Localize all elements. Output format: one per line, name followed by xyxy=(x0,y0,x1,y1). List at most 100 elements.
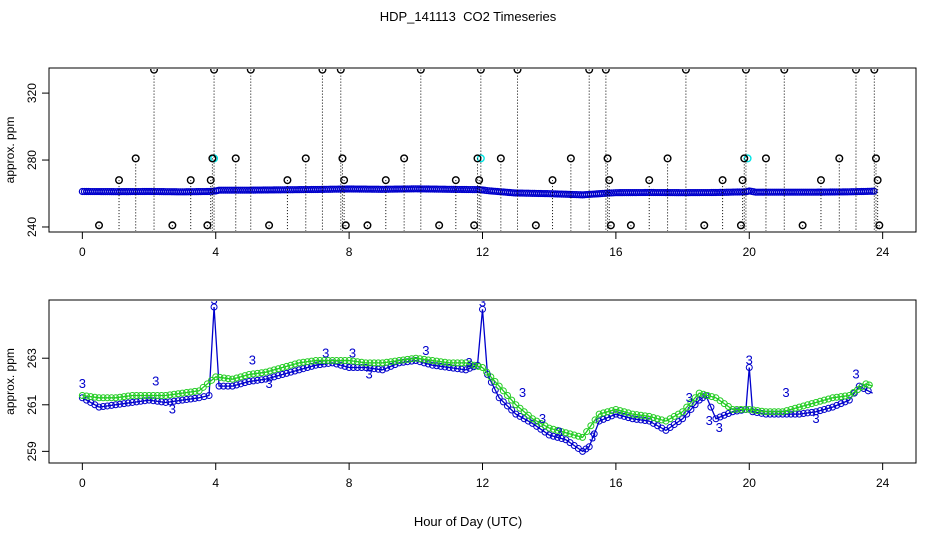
bottom-marker-label: 3 xyxy=(852,367,859,382)
bottom-point-blue xyxy=(270,373,278,381)
bottom-point-green xyxy=(554,426,562,434)
bottom-point-green xyxy=(704,391,712,399)
bottom-point-blue xyxy=(378,366,386,374)
top-point-reference_spikes xyxy=(816,176,825,185)
bottom-marker-label: 3 xyxy=(466,355,473,370)
bottom-point-blue xyxy=(128,398,136,406)
bottom-point-green xyxy=(737,405,745,413)
bottom-point-green xyxy=(349,357,357,365)
bottom-point-green xyxy=(441,358,449,366)
top-x-tick-label: 20 xyxy=(743,245,757,259)
top-point-reference_spikes xyxy=(871,154,880,163)
bottom-point-green xyxy=(512,401,520,409)
top-point-reference_spikes xyxy=(741,69,750,74)
top-y-axis-title: approx. ppm xyxy=(3,117,17,184)
bottom-point-green xyxy=(266,367,274,375)
bottom-point-blue xyxy=(141,397,149,405)
bottom-point-green xyxy=(308,357,316,365)
top-point-reference_spikes xyxy=(168,221,177,230)
top-point-reference_spikes xyxy=(606,221,615,230)
bottom-point-green xyxy=(741,405,749,413)
bottom-point-blue xyxy=(620,412,628,420)
bottom-point-green xyxy=(195,387,203,395)
x-axis-title: Hour of Day (UTC) xyxy=(413,514,523,529)
bottom-point-blue xyxy=(308,362,316,370)
bottom-x-tick-label: 24 xyxy=(876,476,890,490)
bottom-point-green xyxy=(216,373,224,381)
bottom-point-blue xyxy=(558,435,566,443)
bottom-point-green xyxy=(353,358,361,366)
top-point-reference_spikes xyxy=(605,176,614,185)
bottom-point-green xyxy=(437,358,445,366)
bottom-point-green xyxy=(137,391,145,399)
bottom-point-green xyxy=(520,408,528,416)
bottom-point-blue xyxy=(233,381,241,389)
bottom-point-green xyxy=(120,393,128,401)
bottom-point-green xyxy=(687,398,695,406)
bottom-point-blue xyxy=(215,382,223,390)
top-point-reference_spikes xyxy=(626,221,635,230)
bottom-point-blue xyxy=(549,432,557,440)
bottom-point-blue xyxy=(837,400,845,408)
bottom-point-green xyxy=(345,357,353,365)
top-point-reference_spikes xyxy=(851,69,860,74)
bottom-point-blue xyxy=(487,378,495,386)
top-point-reference_spikes xyxy=(206,176,215,185)
bottom-point-green xyxy=(495,382,503,390)
bottom-marker-label: 3 xyxy=(265,376,272,391)
bottom-point-blue xyxy=(612,410,620,418)
bottom-point-green xyxy=(312,357,320,365)
bottom-point-blue xyxy=(707,403,715,411)
bottom-point-blue xyxy=(191,394,199,402)
bottom-point-blue xyxy=(812,408,820,416)
bottom-point-green xyxy=(829,394,837,402)
top-point-reference_spikes xyxy=(416,69,425,74)
top-plot-frame xyxy=(48,67,917,233)
bottom-point-green xyxy=(487,373,495,381)
bottom-point-green xyxy=(787,405,795,413)
bottom-point-green xyxy=(145,391,153,399)
bottom-point-green xyxy=(420,355,428,363)
top-point-reference_spikes xyxy=(265,221,274,230)
top-y-tick-label: 280 xyxy=(25,150,39,170)
bottom-point-blue xyxy=(441,363,449,371)
top-point-reference_spikes xyxy=(736,221,745,230)
bottom-point-blue xyxy=(283,369,291,377)
bottom-point-green xyxy=(654,415,662,423)
bottom-point-green xyxy=(816,397,824,405)
bottom-point-green xyxy=(516,404,524,412)
bottom-point-blue xyxy=(178,396,186,404)
bottom-point-green xyxy=(295,359,303,367)
bottom-point-green xyxy=(649,414,657,422)
bottom-point-green xyxy=(449,359,457,367)
top-point-reference_spikes xyxy=(231,154,240,163)
bottom-point-green xyxy=(837,393,845,401)
bottom-point-blue xyxy=(166,398,174,406)
bottom-point-blue xyxy=(253,376,261,384)
bottom-point-green xyxy=(758,407,766,415)
top-point-reference_spikes xyxy=(336,69,345,74)
bottom-point-green xyxy=(191,387,199,395)
bottom-point-blue xyxy=(808,408,816,416)
bottom-point-green xyxy=(253,369,261,377)
bottom-point-green xyxy=(270,366,278,374)
bottom-point-green xyxy=(808,400,816,408)
bottom-point-green xyxy=(241,372,249,380)
bottom-point-green xyxy=(328,357,336,365)
bottom-point-green xyxy=(774,408,782,416)
bottom-point-blue xyxy=(428,361,436,369)
bottom-marker-label: 3 xyxy=(556,425,563,440)
bottom-point-blue xyxy=(824,404,832,412)
bottom-point-green xyxy=(833,393,841,401)
bottom-plot-frame xyxy=(48,299,917,464)
bottom-point-green xyxy=(208,376,216,384)
bottom-point-blue xyxy=(170,397,178,405)
bottom-point-green xyxy=(508,396,516,404)
top-point-reference_spikes xyxy=(870,69,879,74)
top-point-reference_spikes xyxy=(283,176,292,185)
top-point-reference_spikes xyxy=(566,154,575,163)
bottom-marker-label: 3 xyxy=(322,346,329,361)
